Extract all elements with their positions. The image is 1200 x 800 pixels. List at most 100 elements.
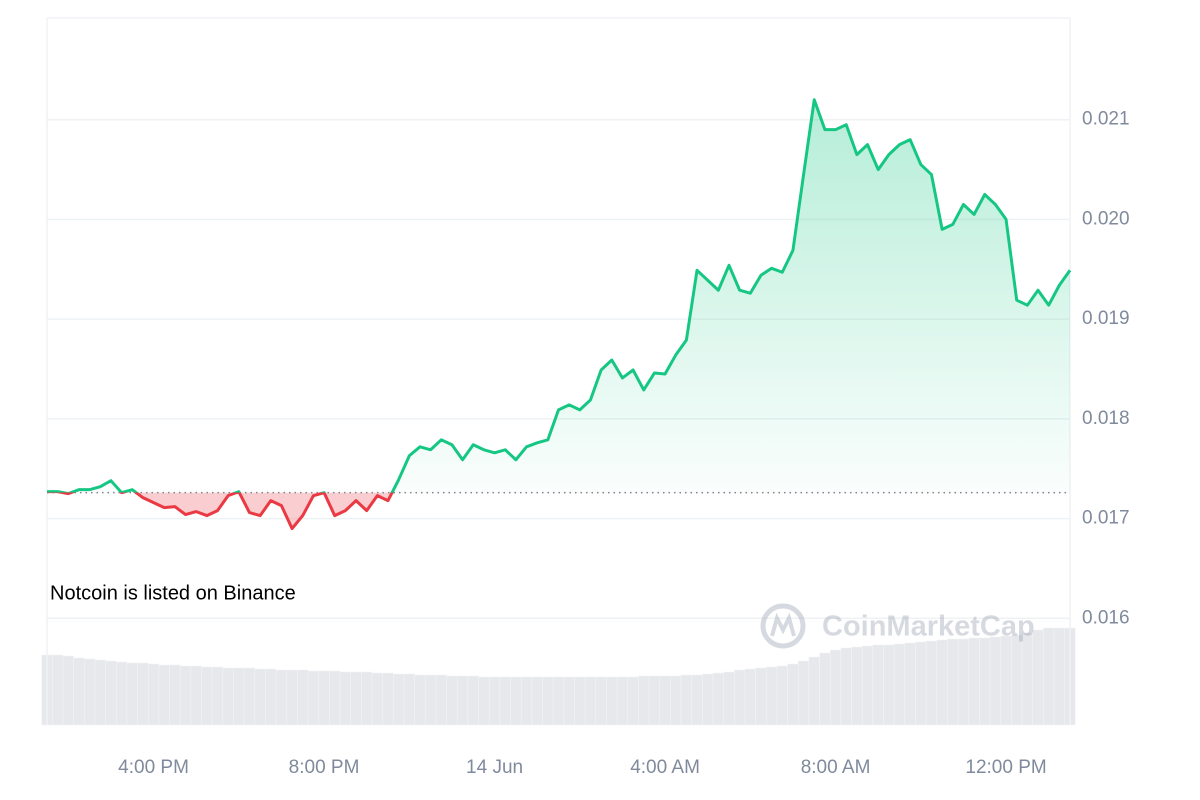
watermark-logo-m [770, 612, 796, 637]
volume-bar [925, 640, 938, 726]
volume-bar [488, 676, 501, 726]
volume-bar [350, 671, 362, 726]
volume-bar [329, 670, 341, 726]
volume-bar [403, 673, 415, 726]
volume-bar [776, 665, 788, 726]
volume-bar [265, 668, 277, 726]
volume-bar [947, 638, 959, 726]
volume-bar [829, 649, 842, 726]
volume-bar [382, 672, 394, 726]
volume-bar [883, 644, 895, 726]
volume-bar [893, 643, 906, 726]
volume-bar [425, 674, 437, 726]
volume-bar [211, 666, 224, 726]
volume-bar [904, 642, 916, 726]
watermark-logo [760, 603, 806, 649]
x-tick-label: 8:00 PM [289, 757, 360, 778]
volume-bar [957, 638, 970, 726]
volume-bar [627, 676, 639, 726]
volume-bar [73, 657, 85, 726]
volume-bar [147, 663, 160, 726]
price-line [47, 98, 1072, 531]
x-tick-label: 4:00 AM [630, 757, 700, 778]
volume-bar [851, 646, 863, 726]
volume-bar [297, 669, 309, 726]
volume-bar [531, 676, 543, 726]
volume-bar [339, 671, 351, 726]
volume-bar [105, 660, 117, 726]
volume-bar [787, 663, 799, 726]
x-tick-label: 12:00 PM [965, 757, 1046, 778]
x-tick-label: 14 Jun [466, 757, 523, 778]
volume-bar [979, 637, 991, 726]
plot [47, 98, 1072, 531]
volume-bar [798, 660, 810, 726]
y-tick-label: 0.020 [1082, 208, 1130, 229]
volume-bar [233, 667, 245, 726]
volume-bar [702, 673, 714, 726]
volume-bar [361, 671, 373, 726]
volume-bar [169, 664, 181, 726]
volume-bar [936, 639, 948, 726]
volume-bar [94, 659, 106, 726]
volume-bars [41, 627, 1076, 726]
volume-bar [1000, 635, 1012, 726]
volume-bar [116, 661, 128, 726]
y-tick-label: 0.016 [1082, 607, 1130, 628]
volume-bar [254, 668, 266, 726]
y-tick-label: 0.017 [1082, 508, 1130, 529]
volume-bar [680, 674, 692, 726]
volume-bar [201, 666, 213, 726]
x-tick-label: 8:00 AM [801, 757, 871, 778]
volume-bar [510, 676, 522, 726]
volume-bar [275, 669, 288, 726]
volume-bar [52, 654, 64, 726]
volume-bar [318, 670, 330, 726]
volume-bar [840, 647, 852, 726]
volume-bar [744, 668, 756, 726]
volume-bar [435, 674, 447, 726]
volume-bar [808, 656, 820, 726]
volume-bar [574, 676, 586, 726]
volume-bar [179, 665, 192, 726]
volume-bar [1043, 627, 1055, 726]
volume-bar [563, 676, 575, 726]
volume-bar [137, 662, 149, 726]
volume-bar [606, 676, 618, 726]
y-tick-label: 0.019 [1082, 308, 1130, 329]
volume-bar [307, 670, 319, 726]
volume-bar [158, 664, 170, 726]
volume-bar [126, 662, 138, 726]
watermark-text: CoinMarketCap [822, 611, 1035, 643]
volume-bar [755, 667, 767, 726]
volume-bar [84, 658, 96, 726]
volume-bar [222, 667, 234, 726]
volume-bar [861, 645, 874, 726]
price-area [47, 99, 1070, 529]
volume-bar [659, 675, 671, 726]
volume-bar [734, 669, 746, 726]
volume-bar [670, 675, 682, 726]
volume-bar [62, 655, 74, 726]
volume-bar [393, 673, 405, 726]
volume-bar [446, 675, 458, 726]
y-tick-label: 0.021 [1082, 109, 1130, 130]
volume-bar [190, 665, 202, 726]
volume-bar [723, 671, 735, 726]
annotation: Notcoin is listed on Binance [50, 582, 296, 604]
volume-bar [712, 672, 724, 726]
volume-bar [499, 676, 511, 726]
volume-bar [1032, 629, 1044, 726]
volume-bar [243, 667, 256, 726]
volume-bar [766, 666, 778, 726]
volume-bar [457, 675, 469, 726]
volume-bar [414, 674, 426, 726]
volume-bar [1011, 634, 1023, 726]
volume-bar [989, 636, 1001, 726]
volume-bar [552, 676, 565, 726]
x-tick-label: 4:00 PM [118, 757, 189, 778]
volume-bar [819, 652, 831, 726]
volume-bar [478, 676, 490, 726]
volume-bar [371, 672, 383, 726]
